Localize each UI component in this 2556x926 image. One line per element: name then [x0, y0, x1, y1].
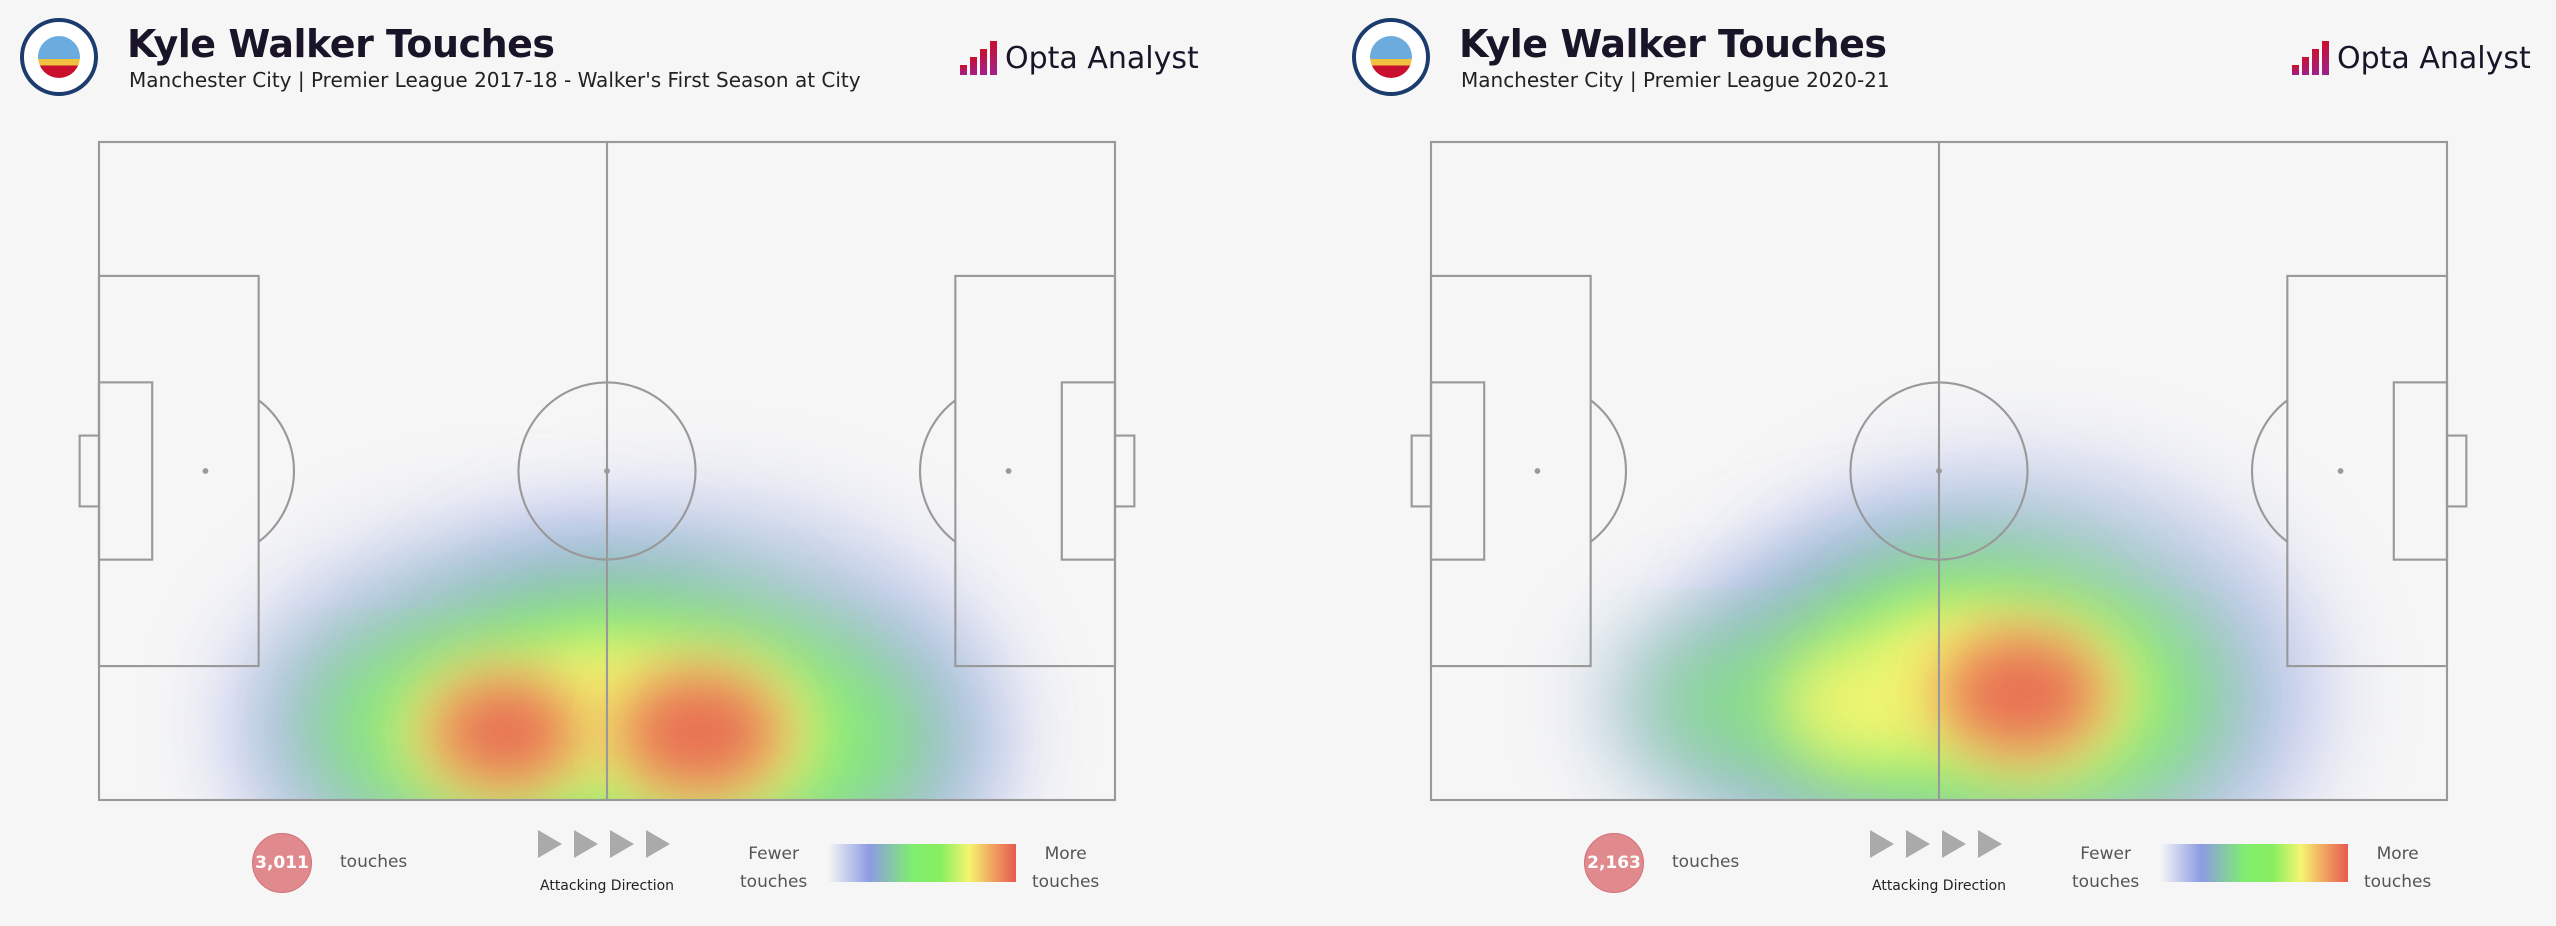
right-penalty-box [2286, 274, 2449, 668]
touches-label: touches [1672, 852, 1740, 872]
chart-subtitle: Manchester City | Premier League 2020-21 [1461, 68, 1890, 92]
heatmap-hotspot [432, 677, 579, 788]
man-city-crest-logo [1352, 18, 1430, 96]
heatmap-hotspot [617, 671, 781, 794]
attacking-direction-label: Attacking Direction [1872, 878, 2007, 894]
left-goal [78, 434, 101, 508]
right-penalty-arc [2251, 399, 2288, 543]
more-touches-label: More touches [1032, 844, 1100, 892]
center-spot [1936, 468, 1942, 474]
right-penalty-spot [2337, 468, 2344, 474]
heatmap-layer [237, 508, 997, 800]
attacking-direction-arrows-icon [538, 830, 670, 858]
panel-2017-18: Kyle Walker Touches Manchester City | Pr… [0, 18, 1278, 910]
left-penalty-spot [202, 468, 209, 474]
left-penalty-arc [1590, 399, 1627, 543]
opta-analyst-logo: Opta Analyst [960, 38, 1199, 78]
chart-title: Kyle Walker Touches [1459, 22, 1887, 66]
right-penalty-arc [919, 399, 956, 543]
touches-label: touches [340, 852, 408, 872]
attacking-direction-arrows-icon [1870, 830, 2002, 858]
pitch-heatmap [1410, 140, 2468, 802]
right-penalty-box [954, 274, 1117, 668]
fewer-touches-label: Fewer touches [2072, 844, 2140, 892]
left-goal [1410, 434, 1433, 508]
heatmap-hotspot [1645, 646, 1798, 761]
right-six-yard-box [1060, 381, 1117, 561]
legend: 3,011 touches Attacking Direction Fewer t… [0, 830, 1278, 910]
attacking-direction-label: Attacking Direction [540, 878, 675, 894]
chart-subtitle: Manchester City | Premier League 2017-18… [129, 68, 861, 92]
man-city-crest-logo [20, 18, 98, 96]
right-six-yard-box [2392, 381, 2449, 561]
left-penalty-box [97, 274, 260, 668]
pitch-heatmap [78, 140, 1136, 802]
right-penalty-spot [1005, 468, 1012, 474]
left-penalty-box [1429, 274, 1592, 668]
right-goal [1113, 434, 1136, 508]
touches-count-badge: 3,011 [252, 833, 312, 893]
center-circle [517, 381, 697, 561]
left-six-yard-box [97, 381, 154, 561]
left-penalty-spot [1534, 468, 1541, 474]
heatmap-layer [1602, 470, 2320, 800]
more-touches-label: More touches [2364, 844, 2432, 892]
left-penalty-arc [258, 399, 295, 543]
opta-analyst-logo: Opta Analyst [2292, 38, 2531, 78]
left-six-yard-box [1429, 381, 1486, 561]
color-scale-bar [828, 844, 1016, 882]
fewer-touches-label: Fewer touches [740, 844, 808, 892]
color-scale-bar [2160, 844, 2348, 882]
chart-title: Kyle Walker Touches [127, 22, 555, 66]
touches-count-badge: 2,163 [1584, 833, 1644, 893]
center-spot [604, 468, 610, 474]
legend: 2,163 touches Attacking Direction Fewer t… [1332, 830, 2556, 910]
right-goal [2445, 434, 2468, 508]
heatmap-hotspot [1939, 632, 2103, 755]
center-circle [1849, 381, 2029, 561]
panel-2020-21: Kyle Walker Touches Manchester City | Pr… [1332, 0, 2556, 926]
